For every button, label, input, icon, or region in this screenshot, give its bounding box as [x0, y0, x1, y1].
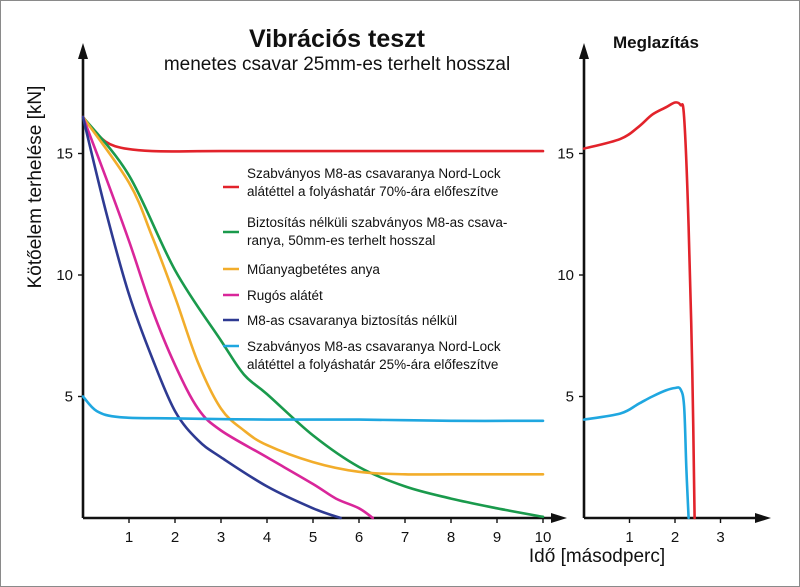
main-x-tick-label: 2 [171, 529, 179, 546]
legend-label-cyan-1: Szabványos M8-as csavaranya Nord-Lock [247, 339, 501, 354]
axes-layer: 1 2 3 4 5 6 7 8 9 10 5 10 15 1 2 3 5 10 15 [56, 43, 771, 546]
legend-label-green-1: Biztosítás nélküli szabványos M8-as csav… [247, 215, 507, 230]
main-series-line-1 [81, 115, 545, 519]
main-x-tick-label: 3 [217, 529, 225, 546]
right-series-line-1 [582, 386, 690, 520]
right-y-axis-arrow [579, 43, 589, 59]
right-y-tick-label: 15 [557, 146, 574, 163]
legend-label-red-2: alátéttel a folyáshatár 70%-ára előfeszí… [247, 184, 498, 199]
right-y-tick-label: 5 [566, 389, 574, 406]
right-x-tick-label: 3 [716, 529, 724, 546]
main-y-axis-arrow [78, 43, 88, 59]
right-x-tick-label: 2 [671, 529, 679, 546]
main-series-line-0 [81, 115, 545, 153]
main-x-tick-label: 6 [355, 529, 363, 546]
main-x-tick-label: 1 [125, 529, 133, 546]
main-series-line-3 [81, 115, 375, 520]
legend-label-green-2: ranya, 50mm-es terhelt hosszal [247, 233, 435, 248]
legend: Szabványos M8-as csavaranya Nord-Lock al… [223, 166, 507, 372]
legend-label-red-1: Szabványos M8-as csavaranya Nord-Lock [247, 166, 501, 181]
x-axis-label: Idő [másodperc] [529, 546, 665, 567]
legend-label-navy: M8-as csavaranya biztosítás nélkül [247, 313, 457, 328]
main-series-line-5 [81, 395, 545, 423]
main-y-tick-label: 5 [65, 389, 73, 406]
legend-label-magenta: Rugós alátét [247, 288, 323, 303]
main-chart-title: Vibrációs teszt [249, 25, 426, 53]
main-x-tick-label: 7 [401, 529, 409, 546]
main-x-tick-label: 9 [493, 529, 501, 546]
right-x-axis-arrow [755, 513, 771, 523]
main-x-axis-arrow [551, 513, 567, 523]
legend-label-orange: Műanyagbetétes anya [247, 262, 380, 277]
main-x-tick-label: 10 [535, 529, 552, 546]
main-y-tick-label: 10 [56, 267, 73, 284]
y-axis-label: Kötőelem terhelése [kN] [25, 86, 46, 289]
right-chart-title: Meglazítás [613, 33, 699, 52]
main-x-tick-label: 8 [447, 529, 455, 546]
right-y-tick-label: 10 [557, 267, 574, 284]
main-chart-subtitle: menetes csavar 25mm-es terhelt hosszal [164, 54, 510, 75]
main-y-tick-label: 15 [56, 146, 73, 163]
right-series-line-0 [582, 101, 696, 520]
curves-layer [81, 101, 696, 520]
main-x-tick-label: 4 [263, 529, 271, 546]
main-x-tick-label: 5 [309, 529, 317, 546]
main-series-line-2 [81, 115, 545, 476]
right-x-tick-label: 1 [625, 529, 633, 546]
legend-label-cyan-2: alátéttel a folyáshatár 25%-ára előfeszí… [247, 357, 498, 372]
